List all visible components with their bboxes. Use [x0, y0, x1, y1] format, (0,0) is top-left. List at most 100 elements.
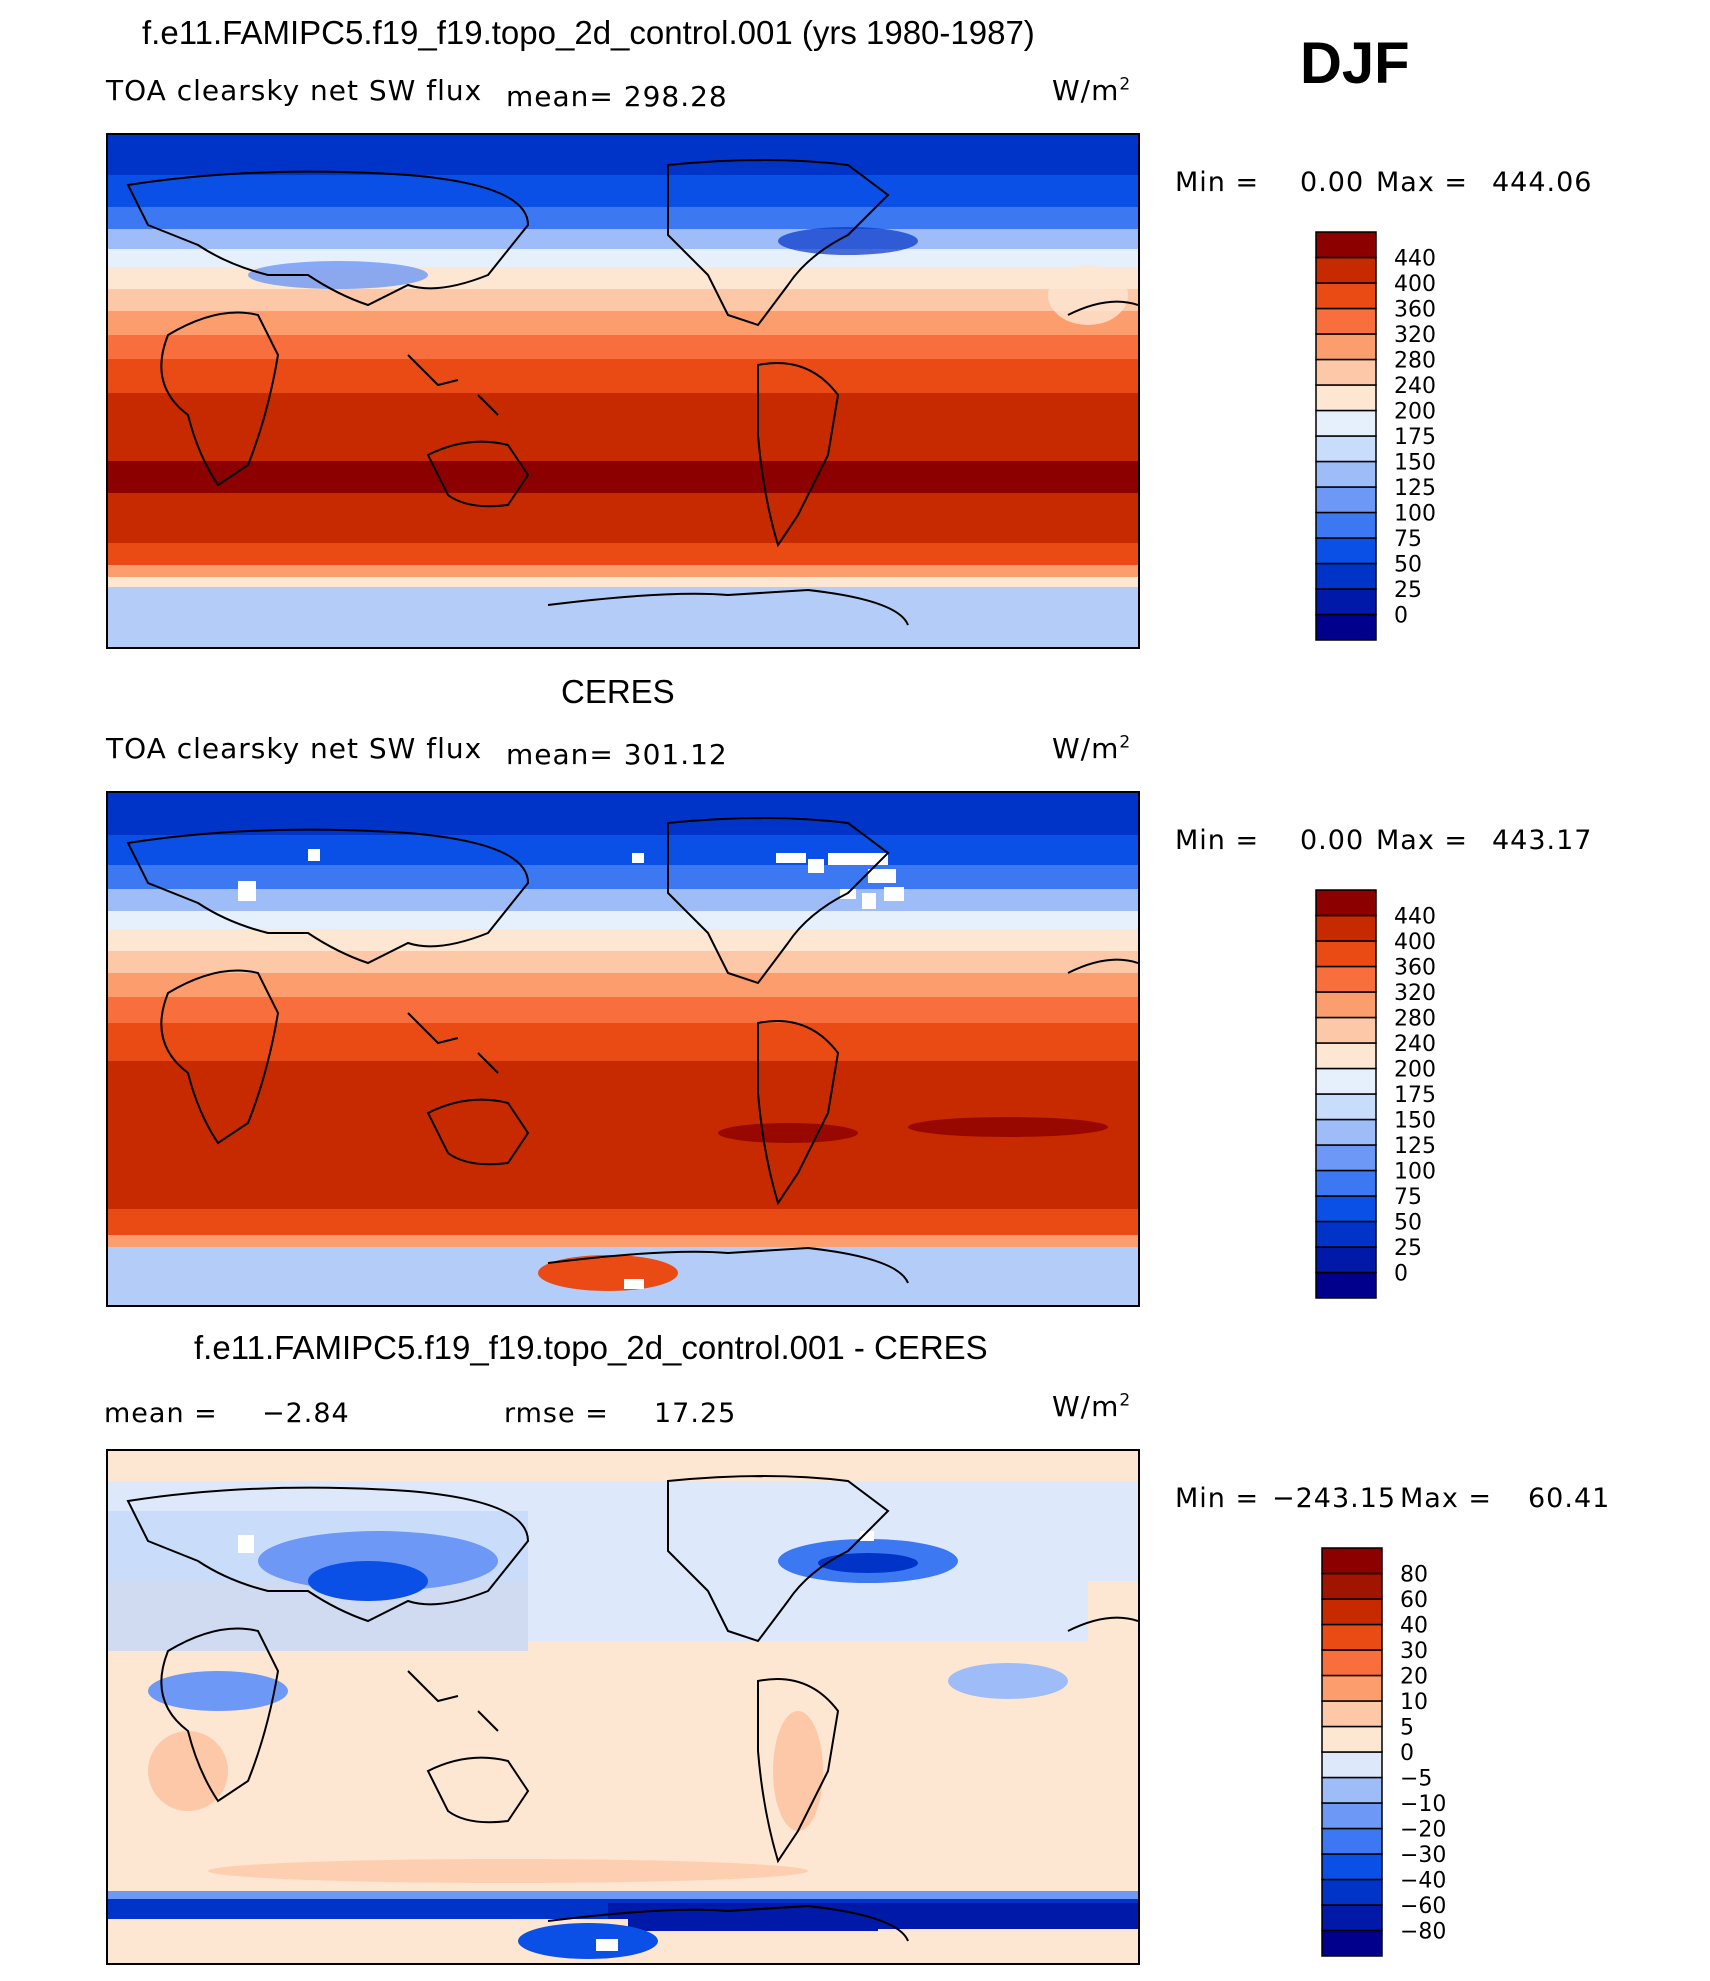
band: [108, 289, 1138, 313]
colorbar-tick-label: 20: [1400, 1665, 1428, 1690]
colorbar-tick-label: 10: [1400, 1690, 1428, 1715]
colorbar-tick-label: −5: [1400, 1767, 1432, 1792]
colorbar-swatch: [1315, 613, 1377, 641]
colorbar-swatch: [1315, 889, 1377, 917]
missing-cell: [828, 853, 888, 865]
colorbar-tick-label: 200: [1394, 1058, 1436, 1083]
colorbar-tick-label: −60: [1400, 1894, 1446, 1919]
band: [108, 493, 1138, 545]
colorbar-swatch: [1315, 358, 1377, 386]
colorbar-swatch: [1321, 1598, 1383, 1626]
coastline: [1067, 1616, 1138, 1632]
coastline: [667, 1475, 890, 1643]
band: [108, 973, 1138, 999]
colorbar-swatch: [1321, 1904, 1383, 1932]
colorbar-tick-label: 75: [1394, 1185, 1422, 1210]
colorbar-swatch: [1315, 409, 1377, 437]
colorbar-swatch: [1315, 1271, 1377, 1299]
colorbar-swatch: [1315, 384, 1377, 412]
colorbar-tick-label: 0: [1400, 1741, 1414, 1766]
band: [108, 335, 1138, 361]
colorbar-swatch: [1321, 1853, 1383, 1881]
band: [108, 1209, 1138, 1237]
band: [108, 835, 1138, 867]
band: [108, 1451, 1138, 1465]
panel3-max-value: 60.41: [1528, 1483, 1611, 1514]
colorbar-swatch: [1315, 1220, 1377, 1248]
coastline: [126, 1486, 530, 1623]
coastline: [667, 817, 890, 985]
coastline: [407, 1012, 499, 1074]
colorbar-swatch: [1315, 231, 1377, 259]
band: [108, 577, 1138, 589]
band: [108, 359, 1138, 395]
panel1-min-value: 0.00: [1300, 167, 1365, 198]
units-text: W/m: [1052, 732, 1120, 765]
panel3-rmse-value: 17.25: [654, 1398, 737, 1429]
colorbar-tick-label: 360: [1394, 298, 1436, 323]
feature: [773, 1711, 823, 1831]
colorbar-swatch: [1315, 1246, 1377, 1274]
colorbar-swatch: [1315, 588, 1377, 616]
colorbar-tick-label: 320: [1394, 323, 1436, 348]
colorbar-tick-label: 40: [1400, 1614, 1428, 1639]
panel1-map-svg: [108, 135, 1138, 647]
units-exponent: 2: [1119, 732, 1132, 753]
band: [108, 997, 1138, 1025]
feature: [248, 261, 428, 289]
missing-cell: [238, 881, 256, 901]
colorbar-swatch: [1315, 307, 1377, 335]
panel3-title: f.e11.FAMIPC5.f19_f19.topo_2d_control.00…: [194, 1329, 988, 1366]
coastlines: [126, 159, 1138, 626]
coastline: [426, 1098, 530, 1166]
colorbar-tick-label: 440: [1394, 905, 1436, 930]
colorbar-tick-label: 400: [1394, 272, 1436, 297]
panel1-title: f.e11.FAMIPC5.f19_f19.topo_2d_control.00…: [142, 14, 1035, 51]
colorbar-swatch: [1321, 1572, 1383, 1600]
band: [108, 911, 1138, 931]
coastline: [407, 1670, 499, 1732]
colorbar-tick-label: 25: [1394, 1236, 1422, 1261]
colorbar-tick-label: 150: [1394, 451, 1436, 476]
colorbar-swatch: [1315, 1118, 1377, 1146]
band: [108, 543, 1138, 567]
colorbar-swatch: [1315, 1016, 1377, 1044]
colorbar-tick-label: 240: [1394, 1032, 1436, 1057]
band: [878, 1929, 1138, 1963]
colorbar-swatch: [1315, 537, 1377, 565]
coastline: [547, 1246, 909, 1284]
panel1-units: W/m2: [1052, 74, 1131, 107]
colorbar-swatch: [1315, 1067, 1377, 1095]
colorbar-swatch: [1315, 940, 1377, 968]
band: [108, 865, 1138, 891]
colorbar-tick-label: 5: [1400, 1716, 1414, 1741]
panel2-units: W/m2: [1052, 732, 1131, 765]
colorbar-tick-label: 100: [1394, 502, 1436, 527]
colorbar-tick-label: 50: [1394, 553, 1422, 578]
band: [108, 311, 1138, 337]
feature: [778, 227, 918, 255]
colorbar-swatch: [1315, 460, 1377, 488]
coastline: [426, 1756, 530, 1824]
colorbar-tick-label: 75: [1394, 527, 1422, 552]
coastline: [667, 159, 890, 327]
colorbar-swatch: [1315, 435, 1377, 463]
panel1-variable-label: TOA clearsky net SW flux: [106, 74, 483, 107]
panel3-max-label: Max =: [1400, 1483, 1493, 1514]
missing-cell: [308, 849, 320, 861]
band: [108, 1023, 1138, 1063]
feature: [148, 1731, 228, 1811]
panel1-max-label: Max =: [1376, 167, 1469, 198]
coastline: [160, 1627, 280, 1803]
units-exponent: 2: [1119, 1390, 1132, 1411]
panel2-colorbar: 0 25 50 75 100 125 150 175 200 240 280 320 360 400 440: [1315, 889, 1506, 1305]
feature: [208, 1859, 808, 1883]
band: [108, 207, 1138, 231]
colorbar-tick-label: 60: [1400, 1588, 1428, 1613]
colorbar-swatch: [1315, 1195, 1377, 1223]
panel2-min-label: Min =: [1175, 825, 1260, 856]
missing-cell: [624, 1279, 644, 1289]
panel3-colorbar: −80 −60 −40 −30 −20 −10 −5 0 5 10 20 30 40 60 80: [1321, 1547, 1512, 1963]
missing-cell: [596, 1939, 618, 1951]
